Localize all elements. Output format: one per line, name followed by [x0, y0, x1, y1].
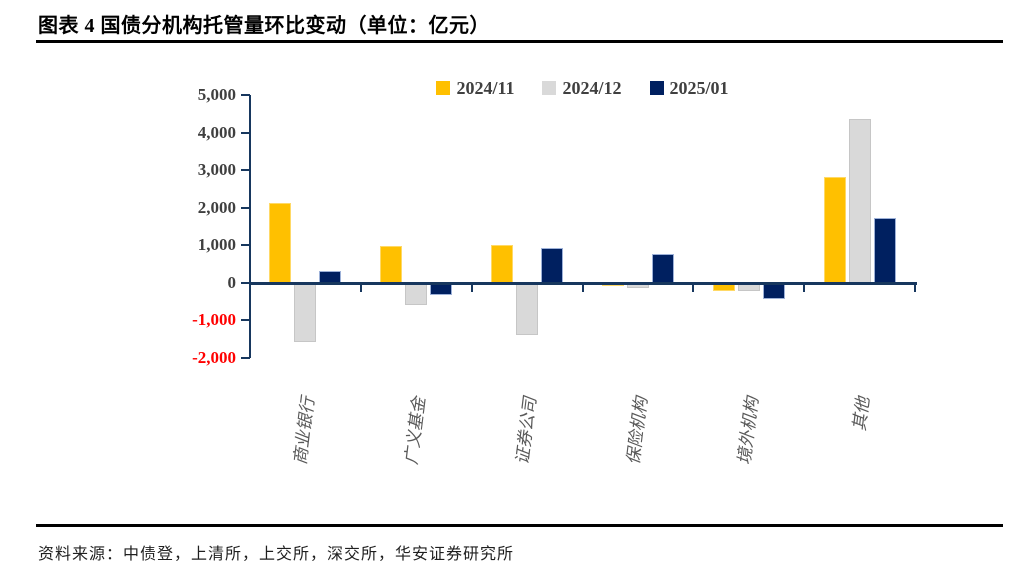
legend-item-2024/11: 2024/11 — [436, 79, 514, 97]
bar-2024/12-商业银行 — [294, 281, 317, 343]
chart-legend: 2024/11 2024/12 2025/01 — [250, 76, 915, 100]
y-axis-label: 4,000 — [197, 122, 236, 142]
y-axis-label: 1,000 — [197, 235, 236, 255]
x-axis-tick — [914, 282, 916, 292]
bar-2024/11-商业银行 — [269, 203, 292, 284]
y-axis-label: 3,000 — [197, 160, 236, 180]
y-axis-label: 2,000 — [197, 197, 236, 217]
bar-2025/01-证券公司 — [541, 248, 564, 284]
bar-2025/01-境外机构 — [762, 281, 785, 299]
header-divider — [36, 40, 1003, 43]
bar-2025/01-广义基金 — [430, 281, 453, 295]
bar-2024/11-广义基金 — [380, 246, 403, 284]
bar-2025/01-商业银行 — [319, 270, 342, 284]
legend-item-2025/01: 2025/01 — [649, 78, 729, 98]
y-axis-label: -2,000 — [192, 348, 236, 367]
legend-label: 2024/12 — [562, 78, 622, 98]
source-note: 资料来源：中债登，上清所，上交所，深交所，华安证券研究所 — [38, 546, 515, 563]
legend-item-2024/12: 2024/12 — [542, 78, 622, 98]
x-axis-tick — [803, 282, 806, 292]
category-label-广义基金: 广义基金 — [402, 395, 430, 466]
bar-2024/12-广义基金 — [405, 281, 428, 305]
x-axis-tick — [470, 282, 473, 292]
bar-2024/12-境外机构 — [737, 281, 760, 291]
legend-swatch — [649, 81, 664, 95]
chart-title: 图表 4 国债分机构托管量环比变动（单位：亿元） — [38, 15, 490, 37]
x-axis-tick — [249, 282, 251, 292]
legend-label: 2024/11 — [456, 78, 515, 98]
category-label-境外机构: 境外机构 — [734, 395, 762, 466]
category-label-其他: 其他 — [849, 395, 873, 432]
y-axis-label: -1,000 — [192, 310, 236, 330]
y-axis-label: 0 — [227, 272, 237, 292]
x-axis-line — [250, 281, 917, 285]
y-axis-tick — [241, 206, 250, 209]
legend-swatch — [436, 81, 451, 95]
category-label-保险机构: 保险机构 — [623, 395, 651, 466]
y-axis-tick — [241, 169, 250, 172]
legend-swatch — [542, 81, 557, 95]
footer-divider — [36, 524, 1003, 527]
bar-2025/01-其他 — [873, 218, 896, 284]
y-axis-label: 5,000 — [197, 85, 236, 104]
category-label-证券公司: 证券公司 — [512, 395, 540, 466]
category-label-商业银行: 商业银行 — [291, 395, 319, 466]
y-axis-tick — [241, 131, 250, 134]
bar-2024/12-其他 — [848, 118, 871, 284]
bar-2024/11-其他 — [823, 176, 846, 284]
x-axis-tick — [359, 282, 362, 292]
y-axis-tick — [241, 357, 250, 359]
y-axis-tick — [241, 244, 250, 247]
y-axis-line — [249, 95, 251, 358]
legend-label: 2025/01 — [669, 78, 729, 98]
bar-2024/12-证券公司 — [516, 281, 539, 336]
y-axis-tick — [241, 319, 250, 322]
bar-2024/11-境外机构 — [712, 281, 735, 292]
bar-2024/11-证券公司 — [491, 245, 514, 284]
x-axis-tick — [692, 282, 695, 292]
x-axis-tick — [581, 282, 584, 292]
y-axis-tick — [241, 94, 250, 96]
bar-2025/01-保险机构 — [651, 253, 674, 284]
y-axis-tick — [241, 281, 250, 284]
